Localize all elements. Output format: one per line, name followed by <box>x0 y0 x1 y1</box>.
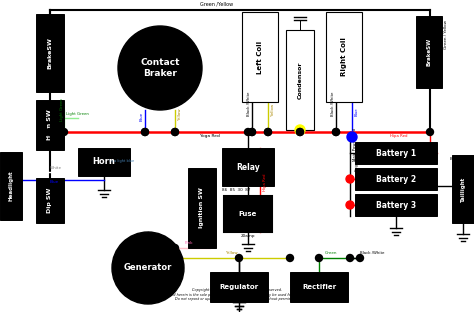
Bar <box>78 148 130 176</box>
Text: Relay: Relay <box>236 163 260 172</box>
Circle shape <box>332 129 339 135</box>
Bar <box>0 152 22 220</box>
Bar <box>416 16 442 88</box>
Text: Brown: Brown <box>450 157 463 161</box>
Circle shape <box>172 129 179 135</box>
Circle shape <box>248 129 255 135</box>
Bar <box>290 272 348 302</box>
Text: Black /White: Black /White <box>247 92 251 116</box>
Text: 20amp: 20amp <box>241 234 255 238</box>
Text: Horn: Horn <box>92 158 116 167</box>
Circle shape <box>248 129 255 135</box>
Text: BrakeSW: BrakeSW <box>427 38 431 66</box>
Text: Taillight: Taillight <box>461 176 465 202</box>
Text: Pink: Pink <box>185 241 193 245</box>
Text: Black /White: Black /White <box>331 92 335 116</box>
Circle shape <box>346 175 354 183</box>
Text: Green: Green <box>325 251 337 255</box>
Text: 86  85  30  87: 86 85 30 87 <box>222 188 250 192</box>
Bar <box>210 272 268 302</box>
Text: Right Coil: Right Coil <box>341 37 347 76</box>
Text: Battery 3: Battery 3 <box>376 201 416 209</box>
Bar <box>224 196 272 232</box>
Circle shape <box>172 129 179 135</box>
Circle shape <box>356 255 364 261</box>
Text: Copyright MMV Chris Fiaccone All Rights Reserved.
The information contained here: Copyright MMV Chris Fiaccone All Rights … <box>129 288 345 301</box>
Text: Dip SW: Dip SW <box>47 188 53 213</box>
Bar <box>355 168 437 190</box>
Text: BrakeSW: BrakeSW <box>47 37 53 69</box>
Text: Yellow: Yellow <box>178 108 182 121</box>
Text: Blue: Blue <box>50 180 59 184</box>
Circle shape <box>172 255 179 261</box>
Circle shape <box>427 129 434 135</box>
Bar <box>452 155 474 223</box>
Text: Generator: Generator <box>124 264 172 272</box>
Text: Left Coil: Left Coil <box>257 41 263 74</box>
Text: Blue: Blue <box>355 107 359 116</box>
Text: Ignition SW: Ignition SW <box>200 188 204 228</box>
Text: Battery 1: Battery 1 <box>376 149 416 158</box>
Circle shape <box>46 129 54 135</box>
Circle shape <box>100 168 108 175</box>
Text: Horn SW: Horn SW <box>47 110 53 140</box>
Circle shape <box>172 245 179 251</box>
Text: Green / Yellow: Green / Yellow <box>444 20 448 49</box>
Circle shape <box>264 129 272 135</box>
Circle shape <box>245 129 252 135</box>
Text: Light Green: Light Green <box>66 112 89 116</box>
Text: Regulator: Regulator <box>219 284 258 290</box>
Circle shape <box>236 255 243 261</box>
Bar <box>355 194 437 216</box>
Circle shape <box>118 26 202 110</box>
Text: Yoga light blue: Yoga light blue <box>108 159 134 163</box>
Circle shape <box>145 245 152 251</box>
Circle shape <box>347 132 357 142</box>
Text: Green /Yellow: Green /Yellow <box>200 2 233 7</box>
Text: Condensor: Condensor <box>298 61 302 99</box>
Bar <box>326 12 362 102</box>
Circle shape <box>332 129 339 135</box>
Text: Rectifier: Rectifier <box>302 284 336 290</box>
Bar <box>36 178 64 223</box>
Circle shape <box>112 232 184 304</box>
Circle shape <box>297 129 303 135</box>
Circle shape <box>297 129 303 135</box>
Text: Contact
Braker: Contact Braker <box>140 58 180 78</box>
Text: Hipa Red: Hipa Red <box>263 173 267 191</box>
Circle shape <box>346 201 354 209</box>
Bar <box>355 142 437 164</box>
Text: Black /White: Black /White <box>360 251 384 255</box>
Circle shape <box>61 129 67 135</box>
Bar <box>36 14 64 92</box>
Text: Blue: Blue <box>140 112 144 121</box>
Bar <box>36 100 64 150</box>
Circle shape <box>316 255 322 261</box>
Text: Main Power Feed: Main Power Feed <box>353 128 357 161</box>
Text: Yoga Red: Yoga Red <box>200 134 220 138</box>
Text: Battery 2: Battery 2 <box>376 174 416 183</box>
Circle shape <box>142 129 148 135</box>
Bar <box>242 12 278 102</box>
Circle shape <box>264 129 272 135</box>
Circle shape <box>295 125 305 135</box>
Bar <box>286 30 314 130</box>
Text: Yoga Red: Yoga Red <box>355 153 359 171</box>
Circle shape <box>286 255 293 261</box>
Text: Hipa Red: Hipa Red <box>390 134 408 138</box>
Text: Yellow: Yellow <box>225 251 237 255</box>
Text: White: White <box>50 166 62 170</box>
Text: Headlight: Headlight <box>9 171 13 201</box>
Text: Yellow: Yellow <box>271 104 275 116</box>
Circle shape <box>346 255 354 261</box>
Text: Fuse: Fuse <box>239 211 257 217</box>
Text: Light Green: Light Green <box>60 98 64 121</box>
Circle shape <box>142 129 148 135</box>
Bar <box>188 168 216 248</box>
Bar <box>222 148 274 186</box>
